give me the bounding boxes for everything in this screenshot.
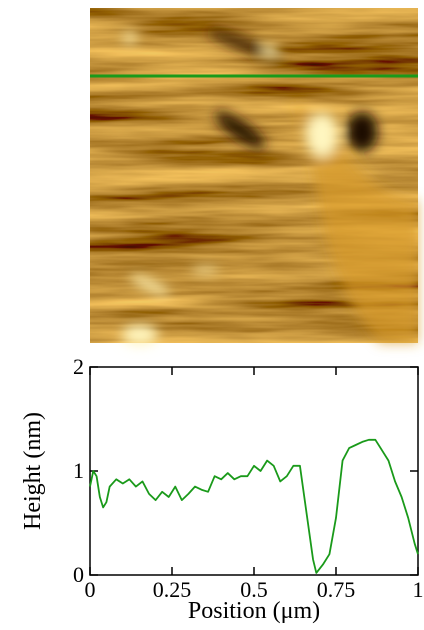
- y-tick-label: 1: [73, 458, 84, 483]
- y-tick-label: 2: [73, 354, 84, 379]
- profile-line: [89, 438, 419, 574]
- x-tick-label: 0: [85, 577, 96, 602]
- plot-frame: [89, 366, 419, 576]
- x-tick-label: 0.75: [317, 577, 356, 602]
- y-tick-label: 0: [73, 562, 84, 587]
- x-tick-label: 1: [413, 577, 424, 602]
- x-tick-label: 0.25: [153, 577, 192, 602]
- y-axis-label: Height (nm): [20, 412, 46, 530]
- x-axis-label: Position (μm): [188, 598, 320, 624]
- afm-image: [90, 8, 418, 345]
- x-tick-label: 0.5: [240, 577, 268, 602]
